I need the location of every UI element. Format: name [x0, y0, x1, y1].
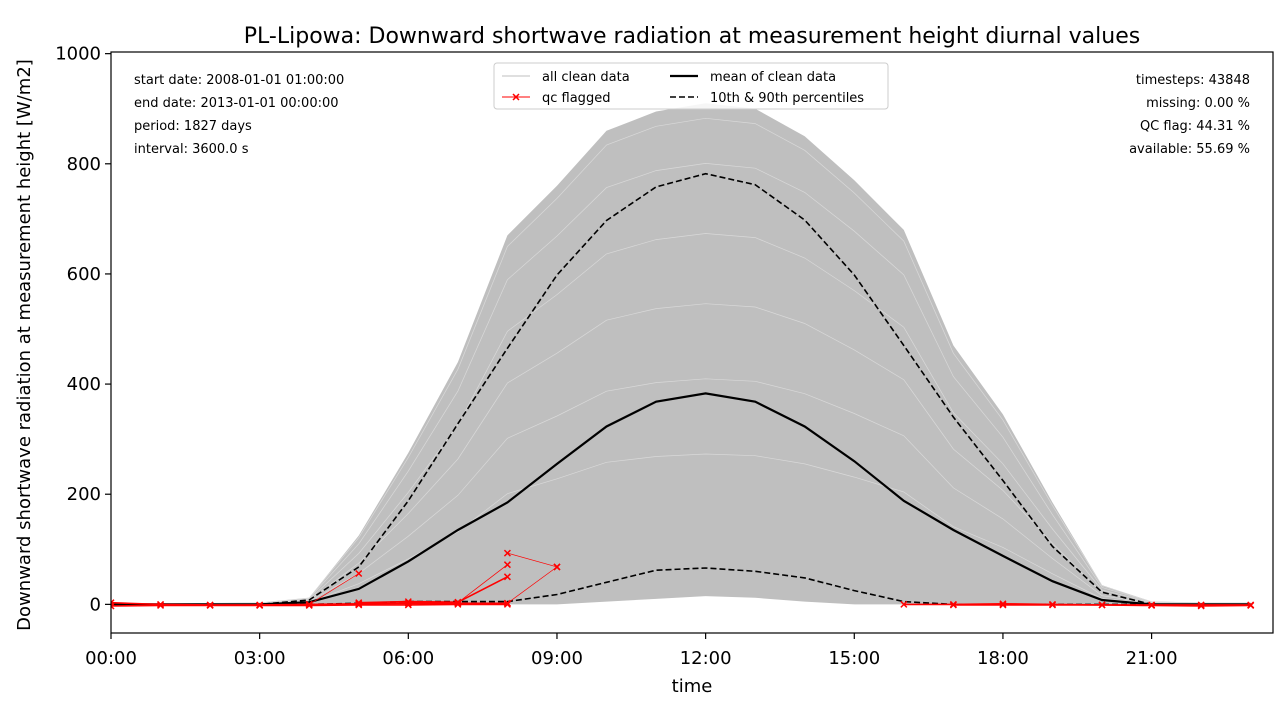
info-left-line: interval: 3600.0 s [134, 142, 249, 157]
info-left-line: end date: 2013-01-01 00:00:00 [134, 96, 339, 111]
legend-label: mean of clean data [710, 70, 836, 85]
qc-flagged-marker [503, 600, 511, 608]
x-axis-label: time [672, 676, 713, 697]
qc-flagged-marker [157, 601, 165, 609]
qc-flagged-marker [206, 601, 214, 609]
qc-flagged-marker [454, 599, 462, 607]
qc-flagged-marker [1148, 601, 1156, 609]
x-tick-label: 03:00 [234, 648, 286, 669]
x-tick-label: 06:00 [382, 648, 434, 669]
qc-flagged-marker [503, 561, 511, 569]
qc-flagged-marker [1247, 601, 1255, 609]
y-axis-label: Downward shortwave radiation at measurem… [14, 59, 35, 631]
qc-flagged-line [457, 564, 508, 603]
info-right-line: QC flag: 44.31 % [1140, 119, 1250, 134]
qc-flagged-marker [553, 563, 561, 571]
qc-flagged-line [309, 573, 359, 605]
qc-flagged-marker [999, 601, 1007, 609]
x-tick-label: 15:00 [828, 648, 880, 669]
y-tick-label: 600 [67, 264, 101, 285]
percentile-line [111, 172, 1251, 606]
info-right-line: timesteps: 43848 [1136, 73, 1250, 88]
qc-flagged-marker [256, 601, 264, 609]
envelope-area [111, 103, 1251, 605]
x-tick-label: 12:00 [680, 648, 732, 669]
axes: 00:00 03:00 06:00 09:00 12:00 15:00 18:00 21:00… [55, 44, 1274, 669]
info-right: timesteps: 43848 missing: 0.00 % QC flag: … [1129, 73, 1250, 157]
y-tick-label: 0 [90, 594, 101, 615]
qc-flagged-marker [503, 573, 511, 581]
y-tick-label: 1000 [55, 44, 101, 65]
qc-flagged-marker [503, 599, 511, 607]
qc-flagged-line [358, 576, 508, 604]
info-left: start date: 2008-01-01 01:00:00 end date:… [134, 73, 344, 157]
x-tick-label: 00:00 [85, 648, 137, 669]
qc-flagged-marker [157, 600, 165, 608]
legend: all clean data qc flagged mean of clean da… [493, 62, 889, 110]
x-tick-label: 21:00 [1126, 648, 1178, 669]
qc-flagged-marker [404, 598, 412, 606]
info-right-line: missing: 0.00 % [1146, 96, 1250, 111]
y-tick-label: 800 [67, 154, 101, 175]
info-left-line: start date: 2008-01-01 01:00:00 [134, 73, 344, 88]
qc-flagged-marker [305, 600, 313, 608]
qc-flagged-line [507, 552, 558, 568]
y-tick-label: 200 [67, 484, 101, 505]
qc-flagged-marker [355, 569, 363, 578]
x-tick-label: 18:00 [977, 648, 1029, 669]
chart-title: PL-Lipowa: Downward shortwave radiation … [244, 24, 1140, 49]
qc-flagged-marker [1197, 602, 1205, 610]
qc-flagged-marker [355, 599, 363, 607]
qc-flagged-marker [1048, 601, 1057, 609]
x-tick-label: 09:00 [531, 648, 583, 669]
qc-flagged-marker [503, 549, 511, 557]
qc-flagged-marker [999, 600, 1007, 608]
legend-label: all clean data [542, 70, 630, 85]
clean-data-line [111, 117, 1251, 604]
y-tick-label: 400 [67, 374, 101, 395]
qc-flagged-line [507, 566, 558, 604]
legend-label: qc flagged [542, 91, 610, 106]
info-right-line: available: 55.69 % [1129, 142, 1250, 157]
info-left-line: period: 1827 days [134, 119, 252, 134]
mean-line [111, 392, 1251, 606]
qc-flagged-marker [949, 601, 957, 609]
qc-flagged-marker [111, 602, 115, 610]
clean-data-line [111, 163, 1251, 604]
qc-flagged-marker [1098, 601, 1106, 609]
plot-area [111, 103, 1255, 610]
qc-flagged-marker [355, 600, 363, 608]
legend-box [493, 62, 889, 110]
legend-label: 10th & 90th percentiles [710, 91, 864, 106]
qc-flagged-marker [900, 600, 908, 608]
legend-qc-marker [512, 93, 520, 101]
qc-flagged-marker [1197, 601, 1205, 609]
axes-frame [110, 51, 1274, 634]
